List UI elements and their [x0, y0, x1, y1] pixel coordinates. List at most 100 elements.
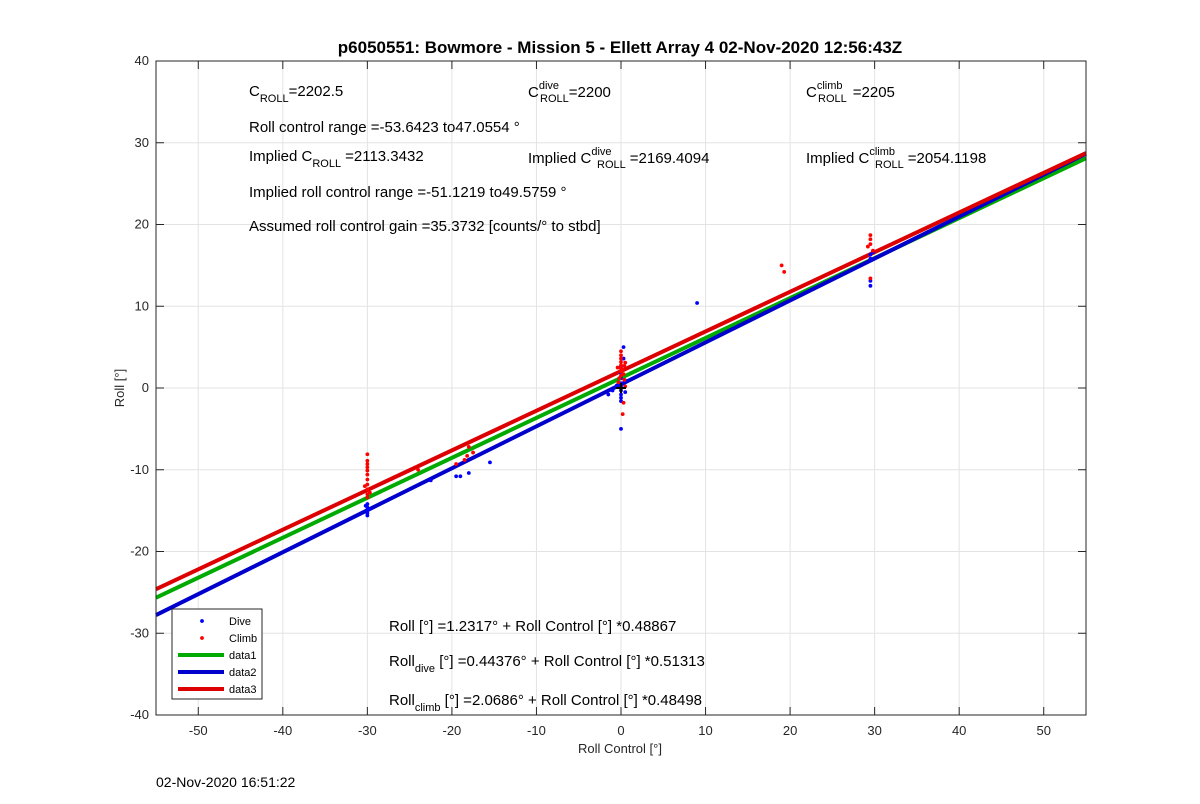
annotation-c-roll-climb: Cclimb ROLL =2205: [806, 80, 895, 105]
point-climb: [365, 495, 370, 500]
point-dive: [466, 471, 471, 475]
y-tick-label: 40: [135, 53, 149, 68]
annotation-implied-range: Implied roll control range =-51.1219 to4…: [249, 184, 566, 201]
fit-equation-all: Roll [°] =1.2317° + Roll Control [°] *0.…: [389, 618, 676, 635]
point-climb: [871, 248, 875, 253]
origin-marker: [616, 383, 626, 393]
annotation-implied-dive: Implied Cdive ROLL =2169.4094: [528, 146, 709, 171]
point-climb: [779, 263, 784, 268]
axis-ticks: -50 -40 -30 -20 -10 0 10 20 30 40 50 -40 -30 -20 -10 0 1…: [130, 53, 1086, 738]
point-climb: [465, 453, 470, 458]
annotation-c-roll-dive: Cdive ROLL=2200: [528, 80, 611, 105]
legend-marker-climb: [200, 636, 204, 640]
x-tick-label: -10: [527, 723, 546, 738]
point-dive: [868, 283, 873, 288]
x-tick-label: -50: [189, 723, 208, 738]
y-tick-label: 20: [135, 217, 149, 232]
fit-equation-climb: Rollclimb [°] =2.0686° + Roll Control [°…: [389, 692, 702, 714]
point-climb: [471, 450, 475, 455]
legend: Dive Climb data1 data2 data3: [171, 608, 263, 700]
x-tick-label: -30: [358, 723, 377, 738]
point-dive: [619, 395, 623, 400]
point-dive: [365, 513, 370, 518]
point-dive: [428, 478, 433, 483]
point-climb: [365, 468, 370, 473]
x-tick-label: 10: [698, 723, 712, 738]
point-climb: [868, 276, 873, 281]
y-tick-label: -20: [130, 544, 149, 559]
point-climb: [865, 244, 870, 249]
plot-area: -50 -40 -30 -20 -10 0 10 20 30 40 50 -40 -30 -20 -10 0 1…: [130, 53, 1087, 738]
point-dive: [488, 460, 492, 465]
point-dive: [458, 474, 463, 479]
point-dive: [606, 392, 611, 397]
annotation-implied-climb: Implied Cclimb ROLL =2054.1198: [806, 146, 986, 171]
point-climb: [462, 458, 467, 462]
annotation-implied: Implied CROLL =2113.3432: [249, 148, 424, 170]
point-dive: [621, 345, 626, 350]
point-climb: [616, 380, 621, 385]
point-climb: [782, 270, 787, 274]
data-points: [362, 233, 875, 518]
x-tick-label: -40: [273, 723, 292, 738]
point-dive: [619, 426, 623, 431]
point-climb: [619, 356, 623, 361]
point-climb: [620, 368, 625, 372]
annotation-c-roll: CROLL=2202.5: [249, 83, 343, 105]
point-dive: [623, 390, 628, 394]
point-dive: [868, 256, 873, 261]
point-climb: [621, 372, 626, 377]
point-climb: [622, 377, 627, 382]
x-tick-label: 20: [783, 723, 797, 738]
point-climb: [621, 400, 626, 405]
legend-label-data2: data2: [229, 667, 257, 679]
point-climb: [362, 484, 367, 488]
point-climb: [619, 353, 623, 358]
point-dive: [363, 503, 368, 508]
point-climb: [454, 462, 459, 466]
y-tick-label: 30: [135, 135, 149, 150]
point-climb: [623, 360, 628, 365]
point-dive: [367, 507, 371, 511]
y-tick-label: 0: [142, 380, 149, 395]
legend-label-dive: Dive: [229, 616, 251, 628]
y-tick-label: -10: [130, 462, 149, 477]
y-axis-label: Roll [°]: [112, 369, 127, 407]
point-climb: [365, 487, 370, 492]
legend-marker-dive: [200, 619, 204, 623]
footer-timestamp: 02-Nov-2020 16:51:22: [156, 774, 296, 790]
point-dive: [695, 301, 699, 305]
point-dive: [610, 388, 615, 393]
annotation-roll-range: Roll control range =-53.6423 to47.0554 °: [249, 119, 520, 136]
x-tick-label: 30: [867, 723, 881, 738]
y-tick-label: -40: [130, 707, 149, 722]
x-tick-label: 40: [952, 723, 966, 738]
point-climb: [619, 363, 623, 368]
point-climb: [365, 462, 370, 466]
point-dive: [454, 474, 459, 479]
point-climb: [416, 467, 420, 472]
point-climb: [365, 458, 370, 463]
point-climb: [615, 365, 620, 370]
legend-label-climb: Climb: [229, 633, 257, 645]
point-climb: [365, 472, 370, 477]
point-climb: [868, 237, 873, 242]
point-climb: [365, 452, 370, 457]
legend-label-data3: data3: [229, 684, 257, 696]
x-tick-label: 50: [1036, 723, 1050, 738]
point-climb: [619, 349, 623, 354]
point-dive: [619, 392, 623, 397]
y-tick-label: -30: [130, 625, 149, 640]
point-climb: [620, 412, 625, 417]
legend-label-data1: data1: [229, 650, 257, 662]
x-tick-label: 0: [617, 723, 624, 738]
point-climb: [466, 444, 471, 449]
point-climb: [619, 359, 623, 364]
fit-equation-dive: Rolldive [°] =0.44376° + Roll Control [°…: [389, 653, 705, 675]
x-tick-label: -20: [443, 723, 462, 738]
chart-title: p6050551: Bowmore - Mission 5 - Ellett A…: [338, 38, 902, 57]
point-climb: [622, 364, 627, 368]
point-dive: [868, 252, 873, 257]
point-climb: [368, 490, 372, 495]
